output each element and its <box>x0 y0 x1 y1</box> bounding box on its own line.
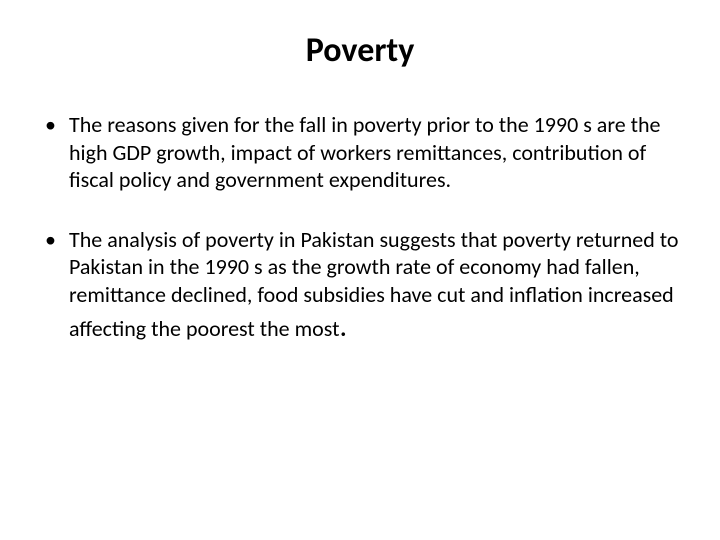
bullet-trailing: . <box>339 308 347 345</box>
bullet-item: The reasons given for the fall in povert… <box>45 111 690 194</box>
bullet-text: The analysis of poverty in Pakistan sugg… <box>69 226 679 343</box>
bullet-item: The analysis of poverty in Pakistan sugg… <box>45 226 690 346</box>
bullet-list: The reasons given for the fall in povert… <box>30 111 690 346</box>
bullet-text: The reasons given for the fall in povert… <box>69 111 661 193</box>
slide-title: Poverty <box>30 30 690 71</box>
